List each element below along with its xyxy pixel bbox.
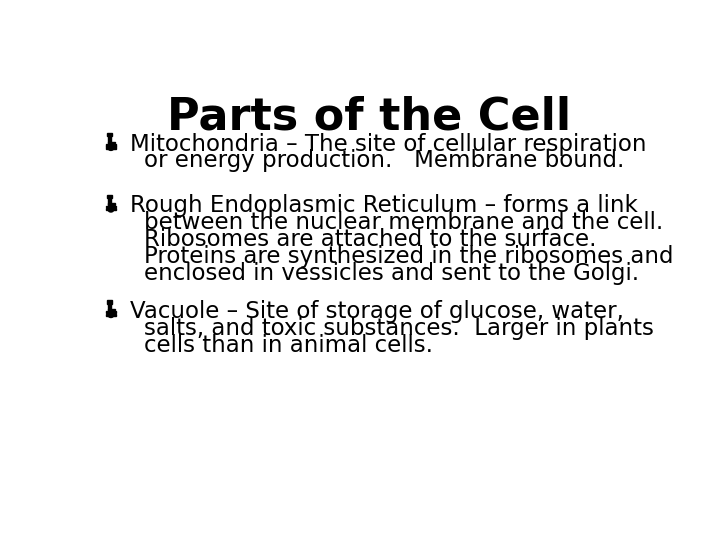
- Bar: [107, 195, 112, 198]
- Bar: [106, 144, 117, 146]
- Text: Parts of the Cell: Parts of the Cell: [167, 96, 571, 139]
- Polygon shape: [108, 309, 114, 310]
- Bar: [109, 145, 111, 148]
- Text: or energy production.   Membrane bound.: or energy production. Membrane bound.: [144, 150, 625, 172]
- Text: Rough Endoplasmic Reticulum – forms a link: Rough Endoplasmic Reticulum – forms a li…: [130, 194, 638, 217]
- Bar: [109, 206, 111, 210]
- Bar: [106, 206, 117, 207]
- Bar: [108, 303, 111, 310]
- Bar: [107, 133, 112, 137]
- Text: Vacuole – Site of storage of glucose, water,: Vacuole – Site of storage of glucose, wa…: [130, 300, 624, 322]
- Bar: [108, 197, 111, 205]
- Text: cells than in animal cells.: cells than in animal cells.: [144, 334, 433, 356]
- Text: Ribosomes are attached to the surface.: Ribosomes are attached to the surface.: [144, 228, 597, 251]
- Bar: [107, 146, 116, 148]
- Text: Mitochondria – The site of cellular respiration: Mitochondria – The site of cellular resp…: [130, 132, 647, 156]
- Bar: [107, 314, 116, 316]
- Bar: [109, 312, 111, 315]
- Text: enclosed in vessicles and sent to the Golgi.: enclosed in vessicles and sent to the Go…: [144, 262, 639, 285]
- Bar: [106, 311, 117, 313]
- Text: salts, and toxic substances.  Larger in plants: salts, and toxic substances. Larger in p…: [144, 316, 654, 340]
- Bar: [107, 208, 116, 211]
- Bar: [108, 136, 111, 143]
- Polygon shape: [108, 142, 114, 143]
- Text: between the nuclear membrane and the cell.: between the nuclear membrane and the cel…: [144, 211, 664, 234]
- Text: Proteins are synthesized in the ribosomes and: Proteins are synthesized in the ribosome…: [144, 245, 674, 268]
- Bar: [107, 300, 112, 303]
- Polygon shape: [108, 204, 114, 205]
